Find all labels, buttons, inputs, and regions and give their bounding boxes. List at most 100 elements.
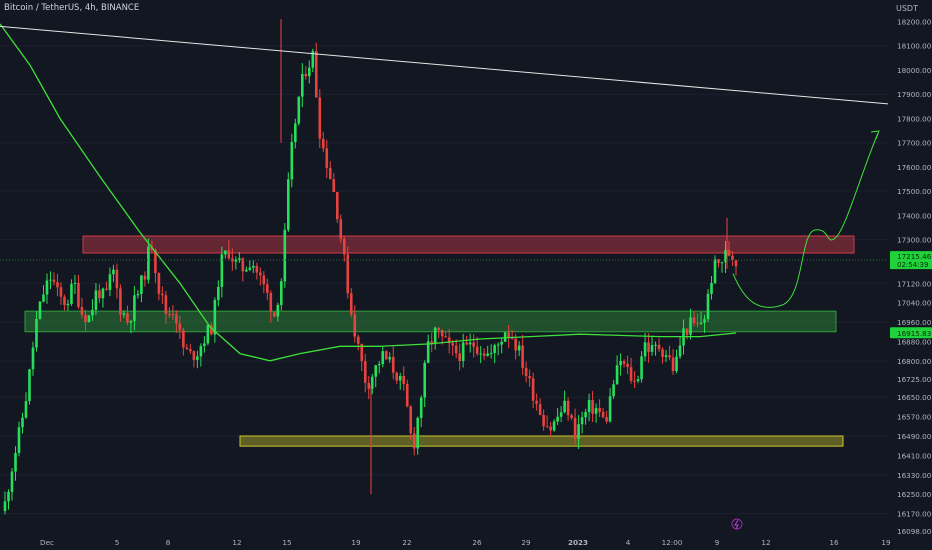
- candle-body: [238, 258, 241, 260]
- candle-body: [290, 142, 294, 180]
- candle-body: [419, 397, 423, 418]
- candle-body: [374, 365, 378, 377]
- x-tick-label: 2023: [568, 538, 588, 547]
- candle-body: [451, 343, 454, 346]
- candle-body: [416, 417, 420, 449]
- y-tick-label: 16650.00: [897, 393, 932, 402]
- bottom-zone: [239, 435, 844, 447]
- candle-body: [56, 282, 59, 288]
- candle-body: [531, 378, 535, 401]
- candle-body: [608, 396, 612, 422]
- candle-body: [108, 274, 112, 290]
- x-tick-label: 16: [829, 538, 839, 547]
- y-tick-label: 18000.00: [897, 66, 932, 75]
- candle-body: [255, 265, 259, 273]
- x-axis: Dec 5 8 12 15 19 22 26 29 2023 4 12:00 9 12 16 19: [40, 538, 891, 547]
- candle-body: [699, 322, 703, 324]
- candle-body: [524, 367, 528, 377]
- last-price-badge: [890, 251, 932, 270]
- candle-body: [164, 295, 168, 315]
- candle-body: [147, 246, 150, 280]
- candle-body: [685, 328, 689, 335]
- candle-body: [105, 288, 108, 290]
- candle-body: [304, 73, 308, 77]
- candle-body: [356, 336, 360, 344]
- candle-body: [626, 363, 629, 368]
- candle-body: [49, 279, 52, 281]
- candle-body: [161, 293, 164, 296]
- y-axis: 18200.00 18100.00 18000.00 17900.00 17800.00…: [890, 18, 932, 536]
- candle-body: [38, 301, 42, 320]
- candle-body: [482, 353, 486, 356]
- x-tick-label: 19: [351, 538, 361, 547]
- candle-body: [563, 400, 566, 413]
- candle-body: [556, 416, 559, 422]
- candle-body: [640, 356, 643, 380]
- x-tick-label: 5: [115, 538, 120, 547]
- candle-body: [119, 288, 122, 315]
- candle-body: [266, 284, 269, 293]
- y-tick-label: 16410.00: [897, 451, 932, 460]
- y-tick-label: 17120.00: [897, 279, 932, 288]
- y-tick-label: 16960.00: [897, 318, 932, 327]
- candle-body: [70, 283, 73, 304]
- candle-body: [475, 346, 479, 354]
- candle-body: [696, 323, 699, 325]
- candle-body: [210, 325, 213, 335]
- event-marker-icon: [731, 518, 743, 530]
- candle-body: [388, 356, 392, 360]
- candle-body: [133, 295, 136, 322]
- candle-body: [248, 267, 252, 270]
- candle-body: [496, 344, 500, 346]
- x-tick-label: 19: [881, 538, 891, 547]
- x-tick-label: 15: [282, 538, 291, 547]
- candle-body: [35, 319, 38, 348]
- candle-body: [259, 272, 262, 276]
- y-tick-label: 17900.00: [897, 90, 932, 99]
- y-tick-label: 18200.00: [897, 18, 932, 27]
- candle-body: [342, 238, 346, 255]
- candle-body: [671, 357, 675, 372]
- candle-body: [657, 344, 661, 350]
- candle-body: [661, 349, 664, 357]
- candle-body: [213, 299, 217, 335]
- candle-body: [206, 325, 210, 344]
- candle-body: [367, 382, 371, 389]
- x-tick-label: 12:00: [662, 538, 683, 547]
- x-tick-label: 4: [626, 538, 631, 547]
- candle-body: [650, 345, 654, 352]
- candle-body: [440, 329, 444, 337]
- candle-body: [280, 281, 283, 305]
- candle-body: [175, 314, 178, 324]
- candle-body: [52, 279, 56, 283]
- y-tick-label: 17800.00: [897, 114, 932, 123]
- candle-body: [143, 275, 147, 280]
- candle-body: [412, 433, 416, 449]
- candle-body: [479, 353, 482, 355]
- candle-body: [63, 296, 66, 306]
- candle-body: [668, 355, 671, 358]
- candle-body: [112, 269, 115, 275]
- candle-body: [517, 345, 521, 351]
- x-tick-label: 8: [166, 538, 171, 547]
- candle-body: [566, 400, 570, 416]
- candle-body: [349, 293, 353, 315]
- candle-body: [689, 317, 692, 335]
- candle-body: [28, 369, 31, 402]
- candle-body: [115, 269, 119, 289]
- candle-body: [612, 384, 615, 397]
- candle-body: [252, 265, 255, 268]
- y-tick-label: 16800.00: [897, 357, 932, 366]
- candle-body: [710, 283, 713, 294]
- y-tick-label: 17500.00: [897, 187, 932, 196]
- y-tick-label: 17700.00: [897, 139, 932, 148]
- y-tick-label: 16570.00: [897, 413, 932, 422]
- candle-body: [73, 282, 77, 284]
- candle-body: [241, 258, 245, 272]
- candle-body: [577, 424, 580, 439]
- candle-body: [325, 148, 329, 168]
- candle-body: [370, 376, 374, 389]
- candle-body: [339, 219, 343, 239]
- candle-body: [493, 345, 496, 353]
